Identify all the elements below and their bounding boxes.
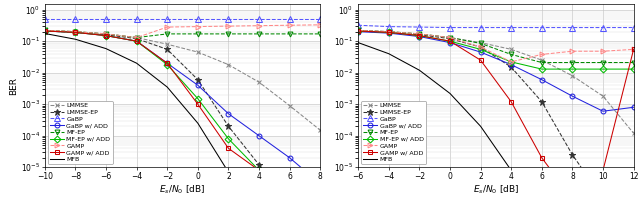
Legend: LMMSE, LMMSE-EP, GaBP, GaBP w/ ADD, MF-EP, MF-EP w/ ADD, GAMP, GAMP w/ ADD, MFB: LMMSE, LMMSE-EP, GaBP, GaBP w/ ADD, MF-E… bbox=[361, 101, 426, 164]
Y-axis label: BER: BER bbox=[9, 77, 18, 95]
Legend: LMMSE, LMMSE-EP, GaBP, GaBP w/ ADD, MF-EP, MF-EP w/ ADD, GAMP, GAMP w/ ADD, MFB: LMMSE, LMMSE-EP, GaBP, GaBP w/ ADD, MF-E… bbox=[48, 101, 113, 164]
X-axis label: $E_s/N_0$ [dB]: $E_s/N_0$ [dB] bbox=[473, 184, 519, 196]
X-axis label: $E_s/N_0$ [dB]: $E_s/N_0$ [dB] bbox=[159, 184, 205, 196]
